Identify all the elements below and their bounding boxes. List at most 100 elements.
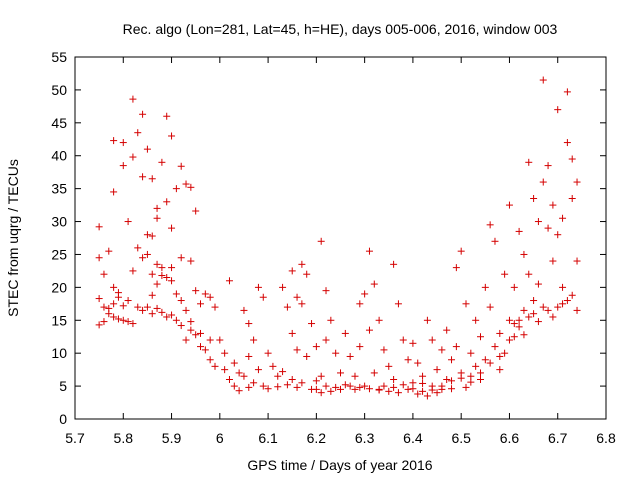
data-point: [298, 379, 306, 387]
data-point: [452, 264, 460, 272]
y-tick-label: 35: [51, 181, 67, 197]
data-point: [438, 382, 446, 390]
data-point: [139, 254, 147, 262]
data-point: [327, 387, 335, 395]
y-tick-label: 25: [51, 246, 67, 262]
data-point: [549, 257, 557, 265]
data-point: [457, 247, 465, 255]
data-point: [322, 287, 330, 295]
data-point: [182, 306, 190, 314]
data-point: [409, 379, 417, 387]
data-point: [250, 336, 258, 344]
data-point: [563, 297, 571, 305]
data-point: [394, 389, 402, 397]
data-point: [148, 291, 156, 299]
y-tick-label: 20: [51, 279, 67, 295]
data-point: [534, 280, 542, 288]
data-point: [370, 280, 378, 288]
data-point: [356, 343, 364, 351]
x-tick-label: 6.3: [355, 430, 375, 446]
data-point: [317, 237, 325, 245]
data-point: [505, 336, 513, 344]
data-point: [235, 369, 243, 377]
data-point: [385, 387, 393, 395]
data-point: [134, 244, 142, 252]
data-point: [274, 372, 282, 380]
data-point: [283, 303, 291, 311]
data-point: [221, 366, 229, 374]
data-point: [100, 303, 108, 311]
data-point: [346, 382, 354, 390]
data-point: [201, 290, 209, 298]
data-point: [129, 267, 137, 275]
data-point: [245, 352, 253, 360]
y-tick-label: 40: [51, 148, 67, 164]
x-tick-label: 6.1: [258, 430, 278, 446]
data-point: [530, 297, 538, 305]
data-point: [573, 306, 581, 314]
data-point: [486, 303, 494, 311]
data-point: [443, 326, 451, 334]
data-point: [197, 329, 205, 337]
data-point: [496, 329, 504, 337]
data-point: [515, 316, 523, 324]
data-point: [423, 316, 431, 324]
x-tick-label: 6.8: [596, 430, 616, 446]
x-axis: 5.7 5.8 5.9 6 6.1 6.2 6.3 6.4 6.5 6.6 6.7 6.8: [65, 57, 616, 446]
data-point: [361, 290, 369, 298]
plot-frame: [74, 56, 607, 420]
data-point: [182, 180, 190, 188]
y-tick-label: 5: [59, 378, 67, 394]
data-point: [486, 359, 494, 367]
data-point: [568, 195, 576, 203]
data-point: [225, 376, 233, 384]
data-point: [153, 304, 161, 312]
data-point: [317, 372, 325, 380]
data-point: [177, 254, 185, 262]
data-point: [481, 356, 489, 364]
data-point: [554, 231, 562, 239]
data-point: [530, 310, 538, 318]
data-point: [505, 201, 513, 209]
data-point: [554, 106, 562, 114]
data-point: [341, 381, 349, 389]
data-point: [105, 247, 113, 255]
data-point: [158, 272, 166, 280]
data-point: [505, 316, 513, 324]
data-point: [288, 267, 296, 275]
data-point: [293, 383, 301, 391]
data-point: [187, 183, 195, 191]
data-point: [158, 308, 166, 316]
data-point: [515, 323, 523, 331]
data-point: [472, 362, 480, 370]
x-tick-label: 6.5: [451, 430, 471, 446]
data-point: [124, 218, 132, 226]
data-point: [230, 382, 238, 390]
data-point: [158, 264, 166, 272]
data-point: [158, 158, 166, 166]
data-point: [168, 224, 176, 232]
data-point: [143, 250, 151, 258]
data-point: [100, 318, 108, 326]
data-point: [298, 260, 306, 268]
data-point: [114, 293, 122, 301]
data-point: [510, 283, 518, 291]
y-tick-label: 55: [51, 49, 67, 65]
data-point: [496, 352, 504, 360]
data-point: [134, 303, 142, 311]
x-tick-label: 6.7: [548, 430, 568, 446]
data-point: [312, 377, 320, 385]
data-point: [544, 306, 552, 314]
data-point: [380, 382, 388, 390]
x-tick-label: 6: [216, 430, 224, 446]
data-point: [544, 224, 552, 232]
data-point: [549, 313, 557, 321]
data-point: [356, 300, 364, 308]
data-point: [510, 333, 518, 341]
data-point: [225, 277, 233, 285]
data-point: [385, 362, 393, 370]
data-point: [254, 283, 262, 291]
data-point: [491, 237, 499, 245]
data-point: [172, 316, 180, 324]
data-point: [129, 95, 137, 103]
